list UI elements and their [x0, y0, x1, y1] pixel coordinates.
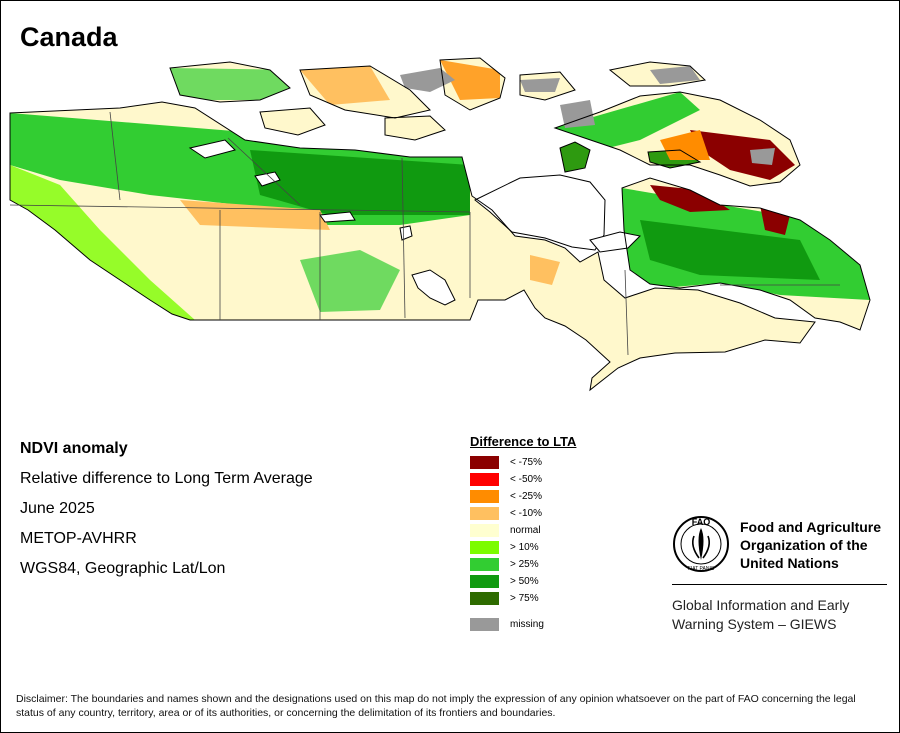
legend-label: < -50% — [510, 474, 542, 485]
legend-title: Difference to LTA — [470, 434, 577, 449]
coastlines — [9, 57, 871, 391]
legend-swatch — [470, 490, 499, 503]
legend-item: > 25% — [470, 556, 576, 573]
legend-item: < -50% — [470, 471, 576, 488]
info-projection: WGS84, Geographic Lat/Lon — [20, 560, 226, 577]
info-description: Relative difference to Long Term Average — [20, 470, 313, 487]
legend-label: missing — [510, 619, 544, 630]
legend-item: normal — [470, 522, 576, 539]
ndvi-anomaly-map — [9, 57, 871, 391]
giews-line2: Warning System – GIEWS — [672, 616, 837, 632]
legend-swatch — [470, 507, 499, 520]
legend-item: > 50% — [470, 573, 576, 590]
legend-swatch — [470, 473, 499, 486]
fao-emblem-text: FAO — [692, 517, 711, 527]
legend-item: < -25% — [470, 488, 576, 505]
legend-item-missing: missing — [470, 616, 576, 633]
province-boundaries — [9, 111, 840, 356]
giews-label: Global Information and Early Warning Sys… — [672, 596, 849, 634]
fao-divider — [672, 584, 887, 585]
legend-label: normal — [510, 525, 541, 536]
fao-logo-block: FAO FIAT PANIS Food and Agriculture Orga… — [672, 514, 887, 585]
info-sensor: METOP-AVHRR — [20, 530, 137, 547]
giews-line1: Global Information and Early — [672, 597, 850, 613]
fao-name-line3: United Nations — [740, 555, 839, 571]
missing-data-areas — [400, 66, 775, 165]
fao-name-line1: Food and Agriculture — [740, 519, 882, 535]
legend-swatch — [470, 558, 499, 571]
legend-swatch — [470, 524, 499, 537]
map-info: NDVI anomaly Relative difference to Long… — [20, 440, 313, 590]
legend-swatch — [470, 456, 499, 469]
legend-item: > 75% — [470, 590, 576, 607]
legend-label: > 25% — [510, 559, 539, 570]
legend-label: > 50% — [510, 576, 539, 587]
legend: Difference to LTA < -75% < -50% < -25% < -1… — [470, 434, 576, 633]
info-heading: NDVI anomaly — [20, 440, 128, 457]
legend-label: < -10% — [510, 508, 542, 519]
water-bodies — [188, 139, 642, 306]
disclaimer: Disclaimer: The boundaries and names sho… — [16, 693, 856, 719]
legend-swatch — [470, 618, 499, 631]
legend-item: < -75% — [470, 454, 576, 471]
legend-label: > 10% — [510, 542, 539, 553]
legend-item: < -10% — [470, 505, 576, 522]
fao-name-line2: Organization of the — [740, 537, 868, 553]
info-date: June 2025 — [20, 500, 95, 517]
legend-label: < -75% — [510, 457, 542, 468]
map-title: Canada — [20, 22, 118, 52]
legend-swatch — [470, 575, 499, 588]
fao-emblem-motto: FIAT PANIS — [688, 566, 715, 572]
legend-label: < -25% — [510, 491, 542, 502]
legend-swatch — [470, 541, 499, 554]
fao-emblem-icon: FAO FIAT PANIS — [673, 516, 729, 572]
legend-item: > 10% — [470, 539, 576, 556]
legend-swatch — [470, 592, 499, 605]
fao-name: Food and Agriculture Organization of the… — [740, 518, 900, 572]
legend-label: > 75% — [510, 593, 539, 604]
